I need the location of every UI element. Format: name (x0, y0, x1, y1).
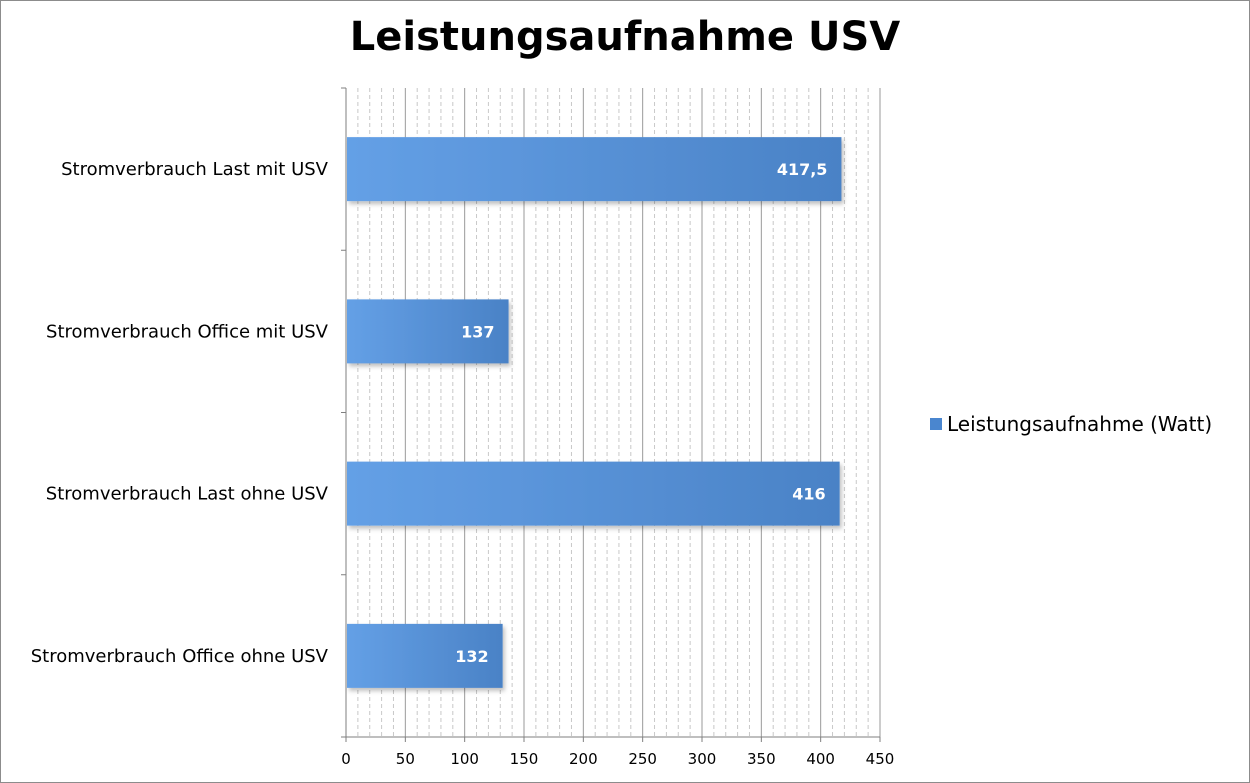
bar (347, 299, 509, 364)
x-tick-label: 50 (396, 750, 415, 768)
legend-swatch (930, 418, 942, 430)
category-label: Stromverbrauch Last ohne USV (46, 484, 329, 505)
axes (341, 87, 881, 742)
x-tick-label: 250 (628, 750, 657, 768)
x-tick-label: 300 (688, 750, 717, 768)
data-label: 417,5 (777, 160, 828, 179)
bar (347, 137, 842, 202)
bar (347, 461, 840, 526)
legend-label: Leistungsaufnahme (Watt) (947, 412, 1213, 436)
x-tick-label: 400 (806, 750, 835, 768)
bars (347, 137, 842, 688)
data-label: 416 (792, 485, 825, 504)
chart-title: Leistungsaufnahme USV (349, 14, 901, 60)
category-label: Stromverbrauch Office mit USV (46, 321, 329, 342)
data-label: 137 (461, 322, 494, 341)
x-tick-label: 0 (341, 750, 351, 768)
x-tick-label: 150 (510, 750, 539, 768)
x-tick-label: 350 (747, 750, 776, 768)
x-tick-label: 450 (866, 750, 895, 768)
bar (347, 623, 503, 688)
category-label: Stromverbrauch Last mit USV (61, 159, 329, 180)
category-label: Stromverbrauch Office ohne USV (31, 646, 329, 667)
labels: 0 50 100 150 200 250 300 350 400 450 Stromverbrauc… (31, 159, 895, 768)
legend: Leistungsaufnahme (Watt) (930, 412, 1212, 436)
x-tick-label: 200 (569, 750, 598, 768)
x-tick-label: 100 (450, 750, 479, 768)
data-label: 132 (455, 647, 488, 666)
